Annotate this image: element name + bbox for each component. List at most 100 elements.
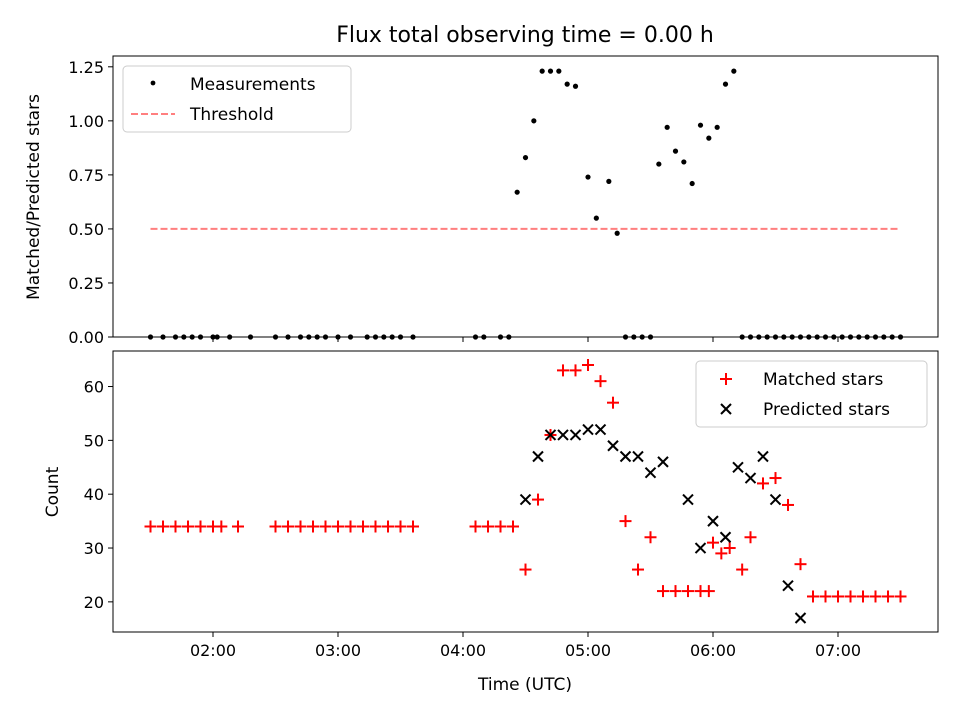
matched-star-point [869,590,882,603]
measurement-point [522,154,529,161]
measurement-point [572,83,579,89]
matched-star-point [769,472,782,485]
top-y-tick-label: 0.50 [68,220,104,239]
top-legend: Measurements Threshold [122,65,352,133]
matched-star-point [357,520,369,533]
matched-star-point [269,520,282,533]
predicted-star-point [657,456,669,468]
predicted-star-point [582,423,594,436]
matched-star-point [407,520,419,533]
top-y-tick-label: 1.25 [68,58,104,77]
measurement-point [556,68,562,74]
predicted-star-point [719,531,732,543]
predicted-star-point [732,461,744,473]
bottom-y-tick-label: 30 [84,539,104,558]
bottom-axes-frame [112,350,939,633]
measurement-point [614,230,620,236]
matched-star-point [619,515,632,528]
matched-star-point [157,520,169,533]
measurement-point [681,159,687,165]
top-panel: 0.00 0.25 0.50 0.75 1.00 1.25 Matched/Predict… [24,55,939,347]
measurement-point [722,81,729,87]
matched-star-point [169,520,182,533]
matched-star-point [723,542,736,555]
matched-star-point [232,520,244,533]
measurement-point [664,124,670,130]
matched-star-point [594,375,607,388]
measurement-point [606,178,612,184]
legend-matched-marker [720,373,732,385]
predicted-star-point [619,450,632,463]
matched-star-point [607,396,619,409]
matched-star-point [782,498,794,511]
matched-star-point [894,590,907,603]
measurement-point [593,215,599,221]
matched-star-point [194,520,207,533]
matched-star-point [794,558,807,571]
bottom-y-ticks: 20 30 40 50 60 [84,378,113,612]
matched-star-point [494,520,507,533]
matched-star-point [144,520,157,533]
bottom-x-tick-label: 04:00 [440,641,486,660]
matched-star-point [532,493,544,506]
measurement-point [514,189,520,195]
bottom-y-tick-label: 20 [84,593,104,612]
predicted-star-point [569,429,582,441]
predicted-star-point [644,466,657,479]
top-x-ticks [212,337,839,342]
matched-star-point [707,536,719,549]
bottom-legend-box [695,360,928,428]
matched-star-point [736,563,749,576]
matched-star-point [669,585,682,598]
predicted-star-point [557,429,569,441]
matched-star-point [182,520,194,533]
matched-star-point [702,585,715,598]
measurement-point [672,148,679,154]
bottom-y-tick-label: 50 [84,431,104,450]
matched-star-point [682,585,694,598]
predicted-star-point [532,450,544,463]
predicted-star-point [632,450,644,463]
matched-star-point [832,590,844,603]
matched-star-point [557,364,569,377]
matched-star-point [644,531,657,544]
predicted-star-point [519,493,532,506]
bottom-x-tick-label: 03:00 [315,641,361,660]
top-legend-box [122,65,352,133]
predicted-star-point [694,542,707,554]
matched-star-point [319,520,332,533]
matched-star-point [882,590,894,603]
bottom-y-tick-label: 40 [84,485,104,504]
bottom-legend: Matched stars Predicted stars [695,360,928,428]
bottom-x-axis-label: Time (UTC) [477,675,572,695]
predicted-star-point [607,440,619,452]
predicted-star-point [794,612,807,624]
bottom-x-ticks: 02:00 03:00 04:00 05:00 06:00 07:00 [190,632,861,660]
measurement-point [564,81,570,87]
predicted-star-point [744,472,757,484]
chart-title: Flux total observing time = 0.00 h [336,23,714,48]
matched-star-point [294,520,307,533]
top-y-ticks: 0.00 0.25 0.50 0.75 1.00 1.25 [68,58,113,347]
predicted-star-point [769,493,782,506]
legend-measurements-label: Measurements [190,75,316,95]
measurement-point [689,180,695,187]
bottom-x-tick-label: 02:00 [190,641,236,660]
measurement-point [714,124,720,130]
top-y-tick-label: 0.00 [68,328,104,347]
matched-star-point [657,585,669,598]
matched-star-point [807,590,819,603]
matched-star-point [857,590,869,603]
matched-star-point [394,520,407,533]
matched-star-point [507,520,519,533]
bottom-y-tick-label: 60 [84,378,104,397]
matched-star-point [582,358,594,371]
predicted-star-point [544,429,557,441]
predicted-star-point [594,423,607,436]
measurement-point [697,122,704,128]
legend-threshold-label: Threshold [189,105,274,125]
bottom-x-tick-label: 06:00 [690,641,736,660]
bottom-panel: 02:00 03:00 04:00 05:00 06:00 07:00 20 30 40 50 6… [43,350,939,695]
matched-star-point [757,477,769,490]
predicted-star-point [782,579,794,592]
